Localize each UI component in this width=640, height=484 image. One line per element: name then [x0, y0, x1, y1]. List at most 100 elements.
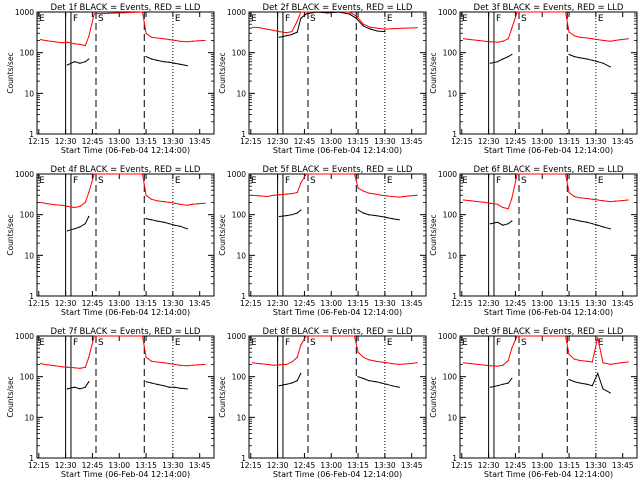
data-point-events [398, 219, 400, 221]
data-point-lld [93, 335, 95, 337]
plot-frame [36, 11, 215, 135]
y-tick-label: 1 [452, 454, 457, 463]
data-point-lld [484, 40, 486, 42]
x-tick-label: 12:30 [478, 461, 500, 470]
data-point-events [362, 25, 365, 27]
data-point-lld [409, 362, 411, 365]
data-point-lld [416, 362, 418, 364]
data-point-events [597, 224, 599, 226]
plot-frame [248, 173, 427, 297]
marker-letter: S [521, 176, 527, 186]
data-point-lld [516, 11, 518, 13]
x-tick-label: 13:15 [558, 299, 580, 308]
panel-det-3: Det 3f BLACK = Events, RED = LLD 1 10 100 10… [429, 3, 638, 155]
data-point-lld [150, 360, 153, 362]
x-tick-label: 12:45 [294, 137, 316, 146]
x-tick-label: 12:30 [55, 299, 77, 308]
data-point-events [291, 214, 293, 216]
data-point-lld [296, 191, 298, 194]
data-point-events [150, 219, 153, 221]
x-tick-label: 12:45 [294, 461, 316, 470]
plot-frame [459, 173, 638, 297]
data-point-events [573, 56, 576, 58]
data-point-lld [375, 193, 377, 195]
marker-letter: E [462, 176, 468, 186]
x-tick-label: 13:30 [374, 461, 396, 470]
data-point-events [391, 385, 393, 387]
panel-title: Det 9f BLACK = Events, RED = LLD [474, 327, 624, 337]
data-point-lld [564, 335, 567, 337]
data-point-lld [416, 194, 418, 196]
data-point-events [573, 381, 576, 383]
x-tick-label: 13:15 [347, 299, 369, 308]
data-point-lld [54, 41, 56, 43]
y-tick-label: 10 [447, 251, 457, 260]
data-point-lld [484, 201, 486, 204]
x-tick-label: 13:30 [162, 461, 184, 470]
x-tick-label: 12:15 [28, 461, 50, 470]
data-point-lld [278, 364, 280, 366]
x-tick-label: 12:15 [240, 137, 262, 146]
y-tick-label: 100 [20, 211, 35, 220]
data-point-lld [564, 11, 567, 13]
x-tick-label: 12:15 [451, 137, 473, 146]
data-point-lld [291, 361, 293, 363]
data-point-lld [614, 200, 617, 202]
marker-letter: E [39, 14, 45, 24]
data-point-events [502, 383, 504, 385]
y-tick-label: 100 [443, 373, 458, 382]
y-tick-label: 10 [447, 89, 457, 98]
series-line-lld [252, 173, 418, 198]
data-point-events [375, 214, 377, 217]
data-point-lld [597, 337, 599, 339]
data-point-lld [462, 199, 465, 201]
data-point-lld [266, 195, 268, 198]
x-tick-label: 12:30 [267, 461, 289, 470]
panel-title: Det 3f BLACK = Events, RED = LLD [474, 3, 624, 13]
data-point-lld [197, 40, 199, 42]
data-point-events [285, 35, 288, 37]
data-point-lld [402, 27, 404, 29]
data-point-lld [191, 40, 194, 42]
data-point-lld [61, 204, 63, 206]
data-point-events [179, 387, 181, 389]
data-point-events [150, 382, 153, 384]
data-point-lld [507, 208, 509, 210]
series-line-lld [463, 11, 629, 43]
marker-letter: S [521, 338, 527, 348]
data-point-lld [39, 362, 42, 365]
data-point-events [145, 381, 147, 383]
x-tick-label: 13:00 [531, 137, 553, 146]
data-point-lld [484, 364, 486, 366]
data-point-events [368, 380, 370, 382]
data-point-lld [285, 363, 288, 366]
data-point-events [145, 56, 147, 58]
data-point-lld [355, 15, 357, 17]
data-point-lld [380, 194, 382, 196]
data-point-events [66, 388, 68, 390]
data-point-lld [300, 182, 302, 184]
data-point-events [73, 228, 76, 230]
data-point-events [496, 385, 499, 387]
data-point-lld [573, 35, 576, 37]
data-point-lld [204, 39, 206, 42]
data-point-lld [300, 11, 302, 13]
x-tick-label: 12:45 [82, 299, 104, 308]
data-point-lld [511, 197, 513, 200]
marker-letter: E [387, 14, 393, 24]
data-point-events [573, 219, 576, 221]
marker-letter: F [73, 176, 78, 186]
data-point-lld [353, 173, 356, 175]
data-point-events [597, 61, 599, 63]
x-tick-label: 13:15 [558, 461, 580, 470]
data-point-lld [291, 30, 293, 33]
x-tick-label: 13:00 [531, 461, 553, 470]
series-line-lld [40, 335, 206, 369]
y-axis-label: Counts/sec [429, 52, 438, 93]
data-point-lld [197, 203, 199, 205]
data-point-lld [409, 195, 411, 197]
data-point-lld [614, 39, 617, 42]
data-point-lld [362, 190, 365, 192]
data-point-lld [259, 195, 261, 197]
